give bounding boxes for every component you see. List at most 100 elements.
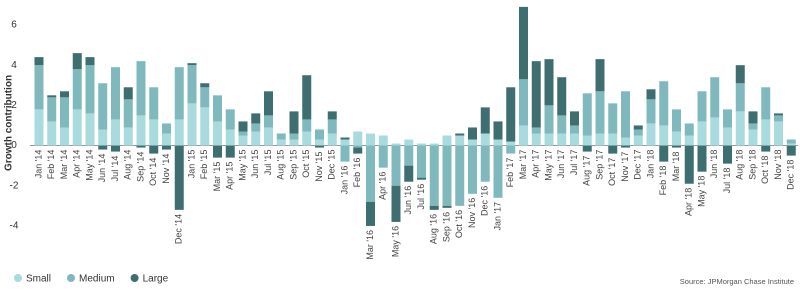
bar-segment: [47, 121, 57, 146]
bar-segment: [786, 145, 796, 156]
bar-segment: [353, 145, 363, 148]
bar-segment: [85, 57, 95, 66]
bar-segment: [225, 129, 235, 146]
y-tick-label: -2: [10, 180, 19, 191]
bar-segment: [200, 107, 210, 146]
bar-segment: [340, 137, 350, 140]
bar-segment: [136, 115, 146, 146]
bar-segment: [162, 123, 171, 134]
bar-segment: [251, 131, 261, 146]
y-tick-label: -4: [10, 221, 19, 232]
x-tick-label: Sep '16: [441, 212, 451, 242]
bar-segment: [468, 139, 477, 146]
x-tick-label: Sep '14: [135, 152, 145, 182]
x-tick-label: Jun '16: [403, 186, 413, 215]
bar-segment: [697, 91, 707, 122]
bar-segment: [442, 205, 452, 208]
x-tick-label: Mar '18: [671, 152, 681, 182]
x-tick-label: Jun '15: [250, 150, 260, 179]
bar-segment: [200, 83, 210, 88]
bar-segment: [621, 91, 630, 138]
bar-segment: [544, 105, 554, 134]
bar-segment: [366, 133, 375, 146]
x-tick-label: Nov '15: [314, 152, 324, 182]
bar-segment: [302, 131, 312, 146]
bar-segment: [748, 123, 758, 130]
bar-segment: [455, 145, 465, 206]
legend-label: Medium: [79, 274, 115, 285]
legend-swatch: [130, 274, 139, 282]
x-tick-label: Jan '16: [339, 166, 349, 195]
bar-segment: [302, 119, 312, 132]
bar-segment: [391, 145, 401, 186]
bar-segment: [34, 109, 44, 146]
x-tick-label: Nov '14: [161, 154, 171, 184]
bar-segment: [519, 6, 528, 80]
x-tick-label: May '14: [84, 150, 94, 181]
bar-segment: [710, 117, 720, 146]
bar-segment: [582, 135, 592, 146]
x-tick-label: Dec '18: [786, 160, 796, 190]
bar-segment: [85, 65, 95, 114]
y-tick-label: 2: [11, 100, 17, 111]
bar-segment: [85, 113, 95, 146]
bar-segment: [315, 129, 324, 140]
legend-swatch: [67, 274, 76, 282]
bar-segment: [570, 133, 579, 146]
bar-segment: [417, 145, 426, 178]
bar-segment: [353, 147, 363, 154]
bar-segment: [748, 129, 758, 146]
bar-segment: [659, 81, 669, 126]
bar-segment: [378, 135, 388, 146]
x-tick-label: Mar '16: [365, 230, 375, 260]
bar-segment: [111, 67, 120, 120]
bar-segment: [684, 135, 694, 146]
bar-segment: [276, 133, 286, 140]
bar-segment: [174, 119, 184, 146]
x-tick-label: Feb '17: [505, 158, 515, 188]
bar-segment: [544, 59, 554, 106]
bar-segment: [315, 145, 324, 148]
bar-segment: [302, 75, 312, 120]
bar-segment: [455, 133, 465, 136]
bar-segment: [264, 91, 273, 116]
bar-segment: [162, 133, 171, 146]
bar-segment: [531, 133, 541, 146]
bar-segment: [710, 77, 720, 118]
bar-segment: [213, 95, 222, 122]
bar-segment: [608, 133, 618, 146]
bar-segment: [442, 145, 452, 206]
bar-segment: [570, 111, 579, 126]
bar-segment: [786, 139, 796, 144]
bar-segment: [149, 87, 159, 120]
bar-segment: [60, 127, 69, 146]
bar-segment: [672, 145, 681, 148]
bar-segment: [582, 93, 592, 136]
bar-segment: [213, 121, 222, 146]
bar-segment: [595, 133, 605, 146]
bar-segment: [468, 127, 477, 140]
bar-segment: [646, 99, 656, 124]
bar-segment: [187, 65, 197, 104]
x-tick-label: Jun '18: [709, 150, 719, 179]
bar-segment: [672, 109, 681, 132]
bar-segment: [786, 143, 796, 146]
bar-segment: [506, 87, 516, 142]
bar-segment: [213, 145, 222, 158]
bar-segment: [327, 119, 337, 134]
bar-segment: [276, 139, 286, 146]
bar-segment: [264, 115, 273, 128]
x-tick-label: Jun '17: [556, 150, 566, 179]
bar-segment: [735, 65, 745, 84]
bar-segment: [289, 133, 299, 140]
x-tick-label: Mar '15: [212, 162, 222, 192]
bar-segment: [136, 61, 146, 116]
bar-segment: [174, 145, 184, 210]
legend-label: Large: [143, 274, 169, 285]
bar-segment: [761, 119, 771, 146]
bar-segment: [251, 113, 261, 124]
bar-segment: [340, 145, 350, 162]
x-tick-label: Jul '18: [722, 168, 732, 194]
x-tick-label: Aug '18: [735, 150, 745, 180]
